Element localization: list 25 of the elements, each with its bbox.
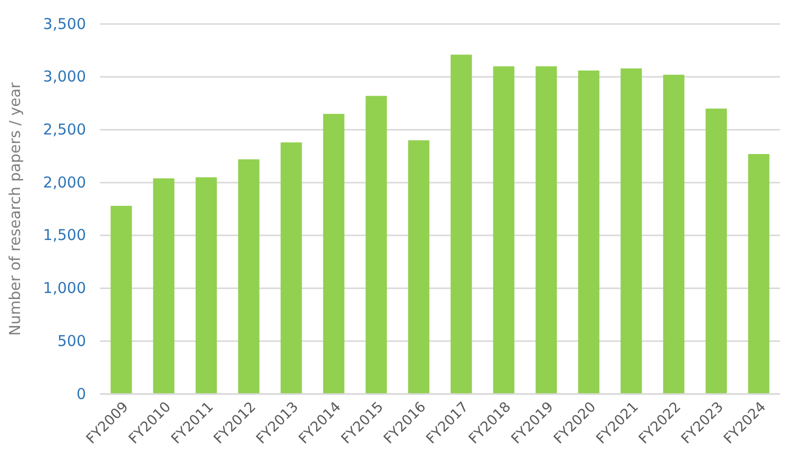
bar	[238, 159, 260, 394]
bar	[748, 154, 770, 394]
y-tick-label: 1,500	[43, 226, 86, 244]
bar	[408, 140, 430, 394]
bar	[450, 54, 472, 394]
bar	[706, 108, 727, 394]
bar	[110, 206, 132, 394]
bar	[663, 74, 684, 394]
y-tick-label: 500	[57, 332, 86, 350]
bar	[196, 177, 217, 394]
y-tick-label: 1,000	[43, 279, 86, 298]
y-axis-title: Number of research papers / year	[6, 81, 24, 336]
bar	[578, 70, 600, 394]
y-tick-label: 2,000	[43, 173, 86, 192]
bar	[536, 66, 557, 394]
bar	[366, 96, 387, 394]
bar	[620, 68, 642, 394]
y-tick-label: 2,500	[43, 120, 86, 139]
bar	[493, 66, 514, 394]
y-tick-label: 3,000	[43, 68, 86, 86]
bar	[153, 178, 174, 394]
y-tick-label: 0	[76, 384, 86, 403]
y-tick-label: 3,500	[43, 14, 86, 33]
bar	[323, 114, 344, 394]
bar	[280, 142, 302, 394]
